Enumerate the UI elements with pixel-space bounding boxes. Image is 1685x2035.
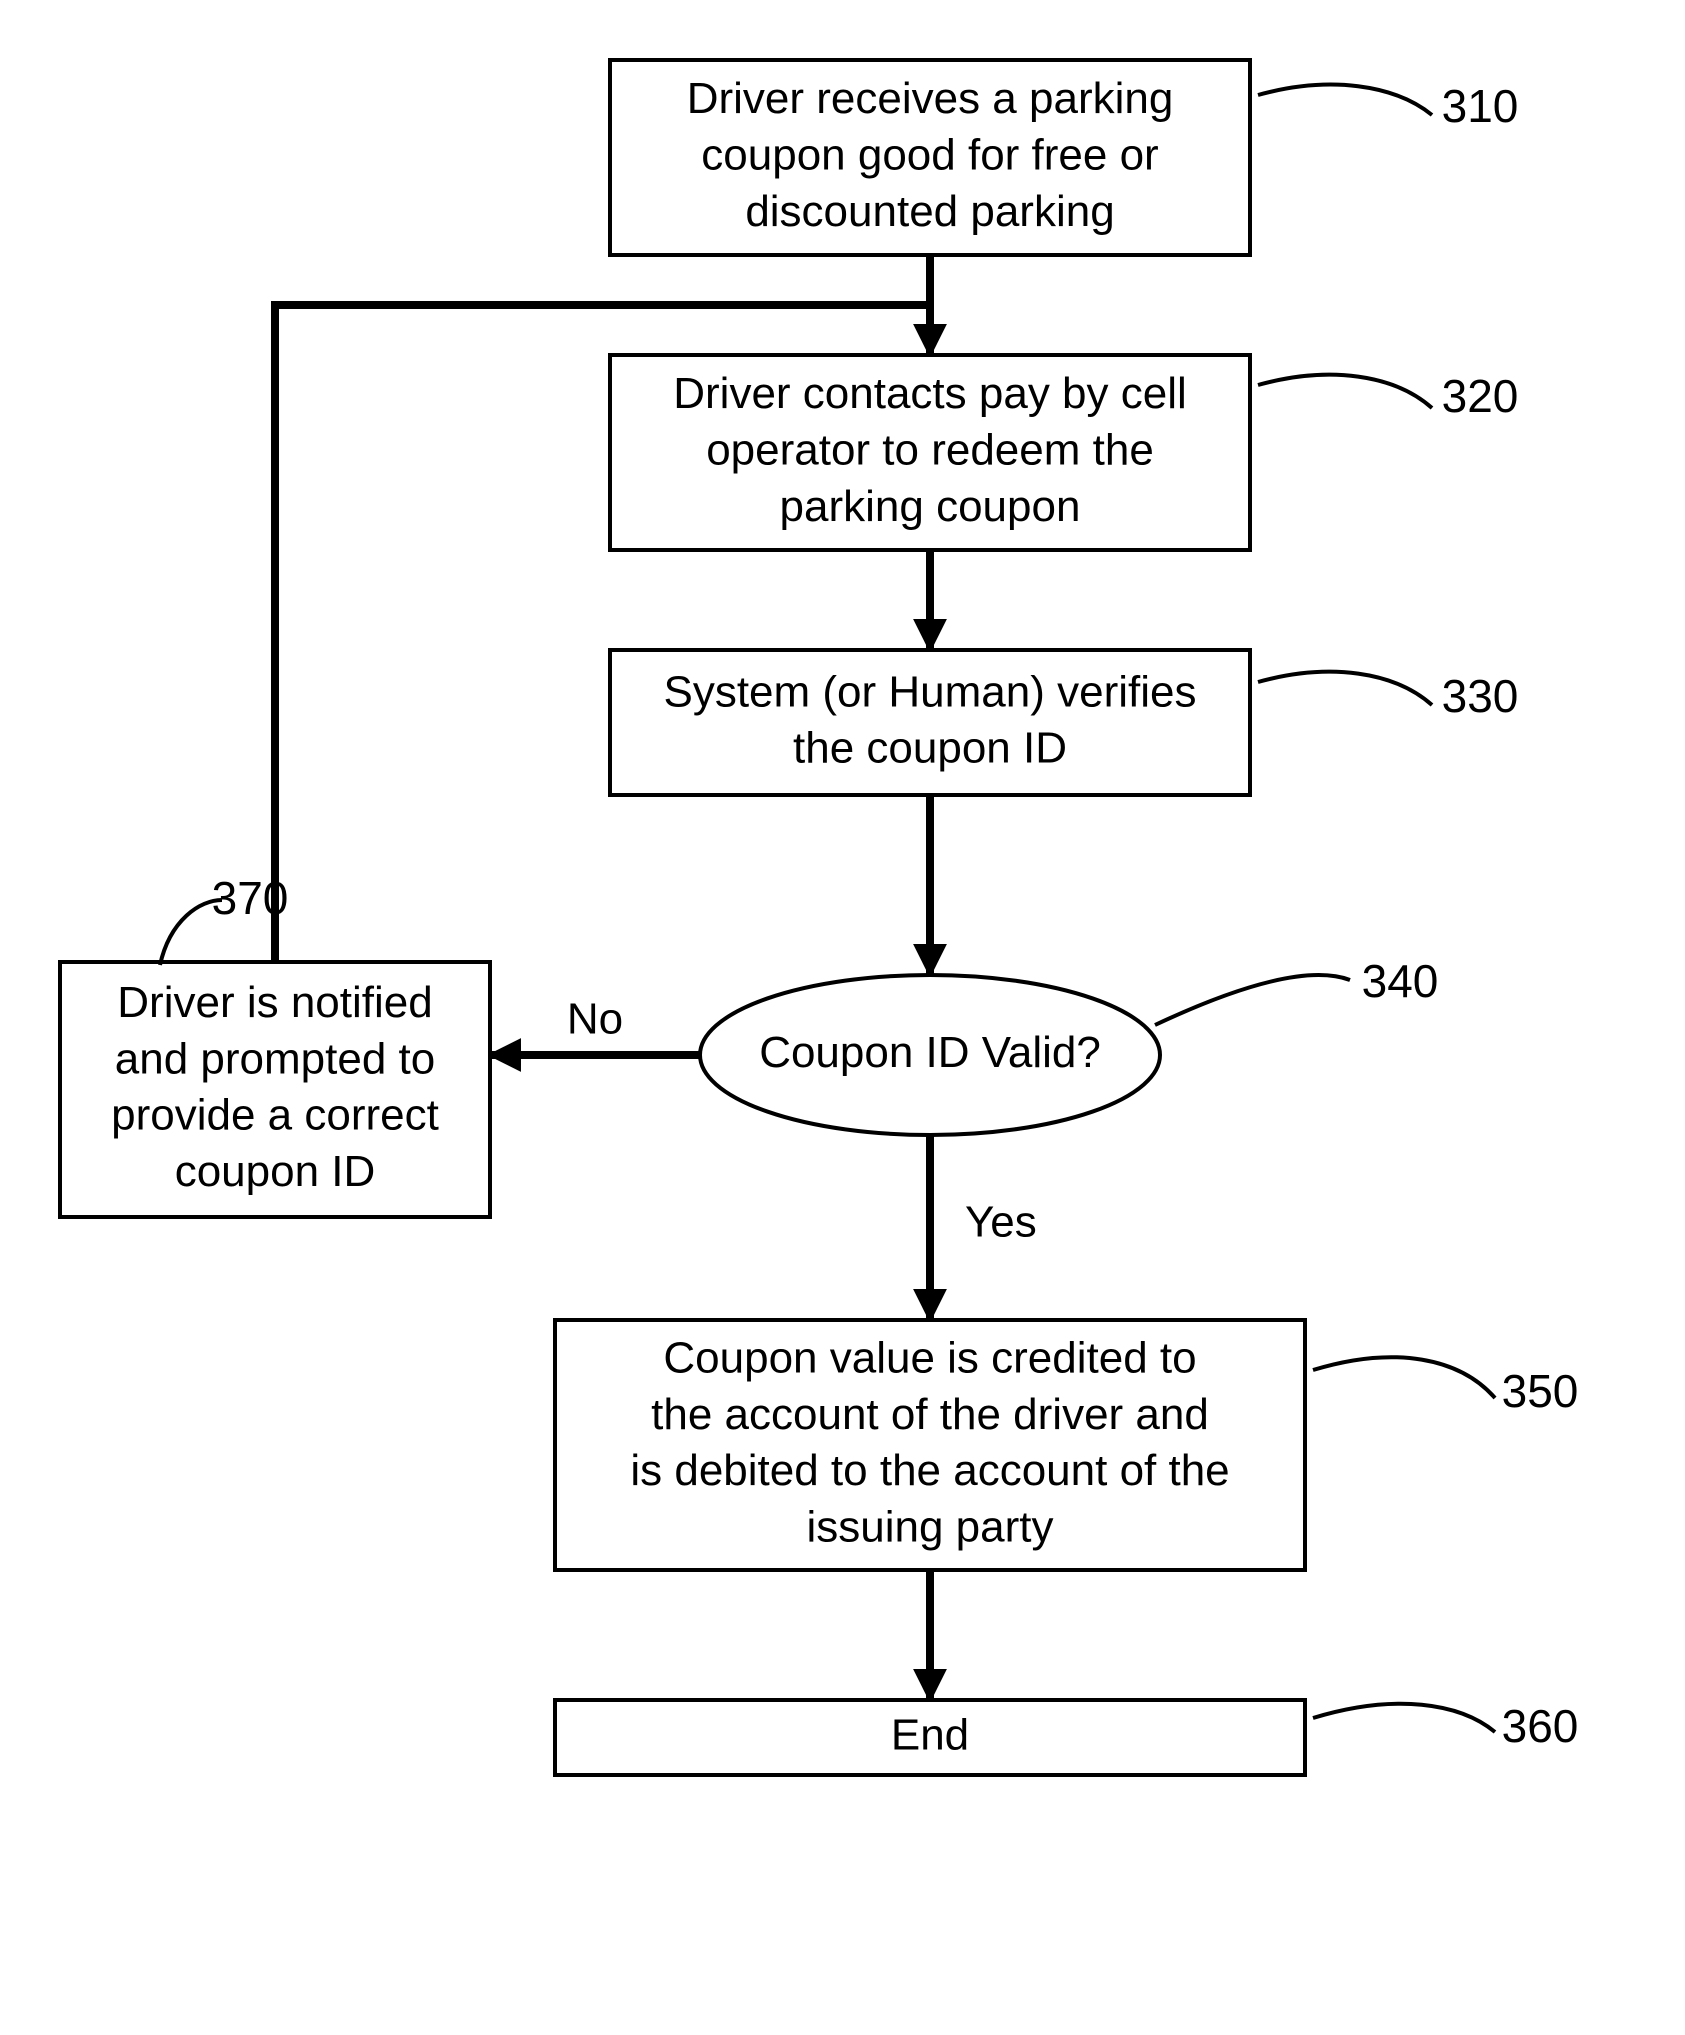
ref-n370: 370 bbox=[212, 872, 289, 924]
ref-n360: 360 bbox=[1502, 1700, 1579, 1752]
edge-label-4: Yes bbox=[965, 1198, 1037, 1247]
node-label-n360: End bbox=[891, 1710, 969, 1759]
callout-n320 bbox=[1258, 375, 1432, 408]
node-label-n340: Coupon ID Valid? bbox=[759, 1028, 1101, 1077]
edge-label-3: No bbox=[567, 995, 623, 1044]
callout-n310 bbox=[1258, 85, 1432, 115]
ref-n310: 310 bbox=[1442, 80, 1519, 132]
callout-n360 bbox=[1313, 1704, 1495, 1732]
ref-n320: 320 bbox=[1442, 370, 1519, 422]
ref-n330: 330 bbox=[1442, 670, 1519, 722]
callout-n350 bbox=[1313, 1357, 1495, 1398]
node-label-n310: Driver receives a parkingcoupon good for… bbox=[687, 74, 1174, 236]
ref-n350: 350 bbox=[1502, 1365, 1579, 1417]
callout-n340 bbox=[1155, 975, 1350, 1025]
callout-n330 bbox=[1258, 672, 1432, 705]
ref-n340: 340 bbox=[1362, 955, 1439, 1007]
